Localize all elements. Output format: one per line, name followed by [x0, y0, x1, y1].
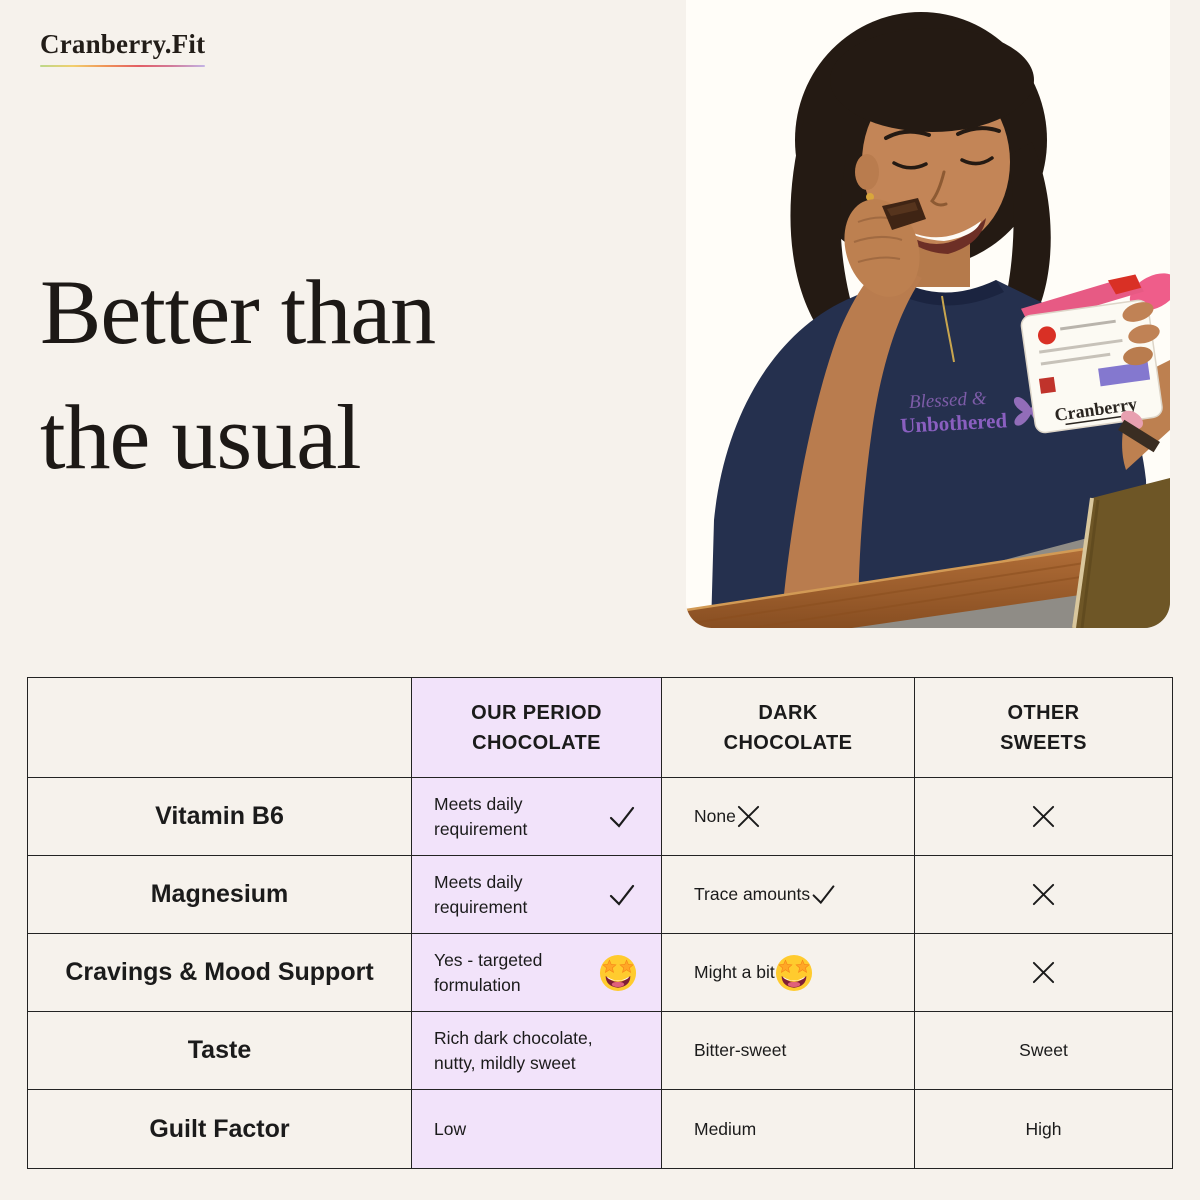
row-label-guilt-factor: Guilt Factor	[28, 1090, 412, 1168]
table-cell: None	[662, 778, 915, 856]
nose	[930, 170, 948, 207]
cell-text: None	[694, 806, 736, 827]
check-icon	[810, 881, 837, 908]
fingers	[1122, 302, 1154, 322]
cross-icon	[736, 804, 761, 829]
page-title-line2: the usual	[40, 386, 362, 489]
table-cell: Medium	[662, 1090, 915, 1168]
cell-text: Low	[434, 1118, 467, 1139]
cell-text: Bitter-sweet	[694, 1040, 787, 1061]
watch-band	[1118, 419, 1160, 453]
table-cell: Bitter-sweet	[662, 1012, 915, 1090]
cross-icon	[1031, 804, 1056, 829]
necklace	[941, 295, 955, 363]
tshirt-collar	[890, 278, 1004, 306]
row-label-magnesium: Magnesium	[28, 856, 412, 934]
teeth	[896, 221, 981, 241]
check-icon	[607, 880, 637, 910]
ear	[855, 154, 879, 190]
laptop	[1072, 478, 1170, 628]
star-struck-emoji	[599, 954, 637, 992]
cell-text: High	[1025, 1118, 1062, 1139]
table-cell: Low	[412, 1090, 662, 1168]
star-struck-emoji	[775, 954, 813, 992]
page-title: Better than the usual	[40, 250, 436, 500]
cell-text: Medium	[694, 1118, 757, 1139]
hero-photo: Blessed & Unbothered	[686, 0, 1170, 628]
table-cell: High	[915, 1090, 1172, 1168]
table-cell: Might a bit	[662, 934, 915, 1012]
table-cell: Meets daily requirement	[412, 856, 662, 934]
table-cell	[915, 934, 1172, 1012]
cell-text: Rich dark chocolate, nutty, mildly sweet	[434, 1028, 593, 1073]
earring	[866, 193, 874, 201]
cross-icon	[1031, 960, 1056, 985]
chocolate-pouch: Cranberry	[1020, 274, 1163, 434]
table-cell: Trace amounts	[662, 856, 915, 934]
table-cell	[915, 856, 1172, 934]
header-other-sweets: OTHER SWEETS	[915, 678, 1172, 778]
brand-name: Cranberry.Fit	[40, 29, 206, 59]
cell-text: Trace amounts	[694, 884, 811, 905]
brand-logo: Cranberry.Fit	[40, 29, 206, 67]
cell-text: Meets daily requirement	[434, 872, 528, 917]
logo-rainbow-underline	[40, 64, 206, 67]
check-icon	[607, 802, 637, 832]
table-cell: Rich dark chocolate, nutty, mildly sweet	[412, 1012, 662, 1090]
row-label-vitamin-b6: Vitamin B6	[28, 778, 412, 856]
wooden-desk-edge	[686, 536, 1170, 628]
shirt-text-line1: Blessed &	[908, 388, 987, 413]
arm-holding-pouch: Cranberry	[1020, 273, 1170, 470]
header-dark-chocolate: DARK CHOCOLATE	[662, 678, 915, 778]
table-cell: Yes - targeted formulation	[412, 934, 662, 1012]
cell-text: Meets daily requirement	[434, 794, 528, 839]
arm-raised	[781, 198, 926, 628]
cell-text: Might a bit	[694, 962, 775, 983]
table-cell: Meets daily requirement	[412, 778, 662, 856]
closed-eye-left	[892, 161, 928, 170]
shirt-text-line2: Unbothered	[900, 408, 1008, 438]
hair-fringe	[830, 28, 1034, 132]
page-title-line1: Better than	[40, 261, 436, 363]
row-label-taste: Taste	[28, 1012, 412, 1090]
closed-eye-right	[960, 156, 994, 166]
row-label-cravings-mood-support: Cravings & Mood Support	[28, 934, 412, 1012]
comparison-table: OUR PERIOD CHOCOLATE DARK CHOCOLATE OTHE…	[27, 677, 1173, 1169]
cell-text: Sweet	[1019, 1040, 1068, 1061]
header-our-period-chocolate: OUR PERIOD CHOCOLATE	[412, 678, 662, 778]
header-empty	[28, 678, 412, 778]
cell-text: Yes - targeted formulation	[434, 950, 543, 995]
table-cell: Sweet	[915, 1012, 1172, 1090]
woman-eating-chocolate-illustration: Blessed & Unbothered	[686, 12, 1170, 628]
table-cell	[915, 778, 1172, 856]
cross-icon	[1031, 882, 1056, 907]
